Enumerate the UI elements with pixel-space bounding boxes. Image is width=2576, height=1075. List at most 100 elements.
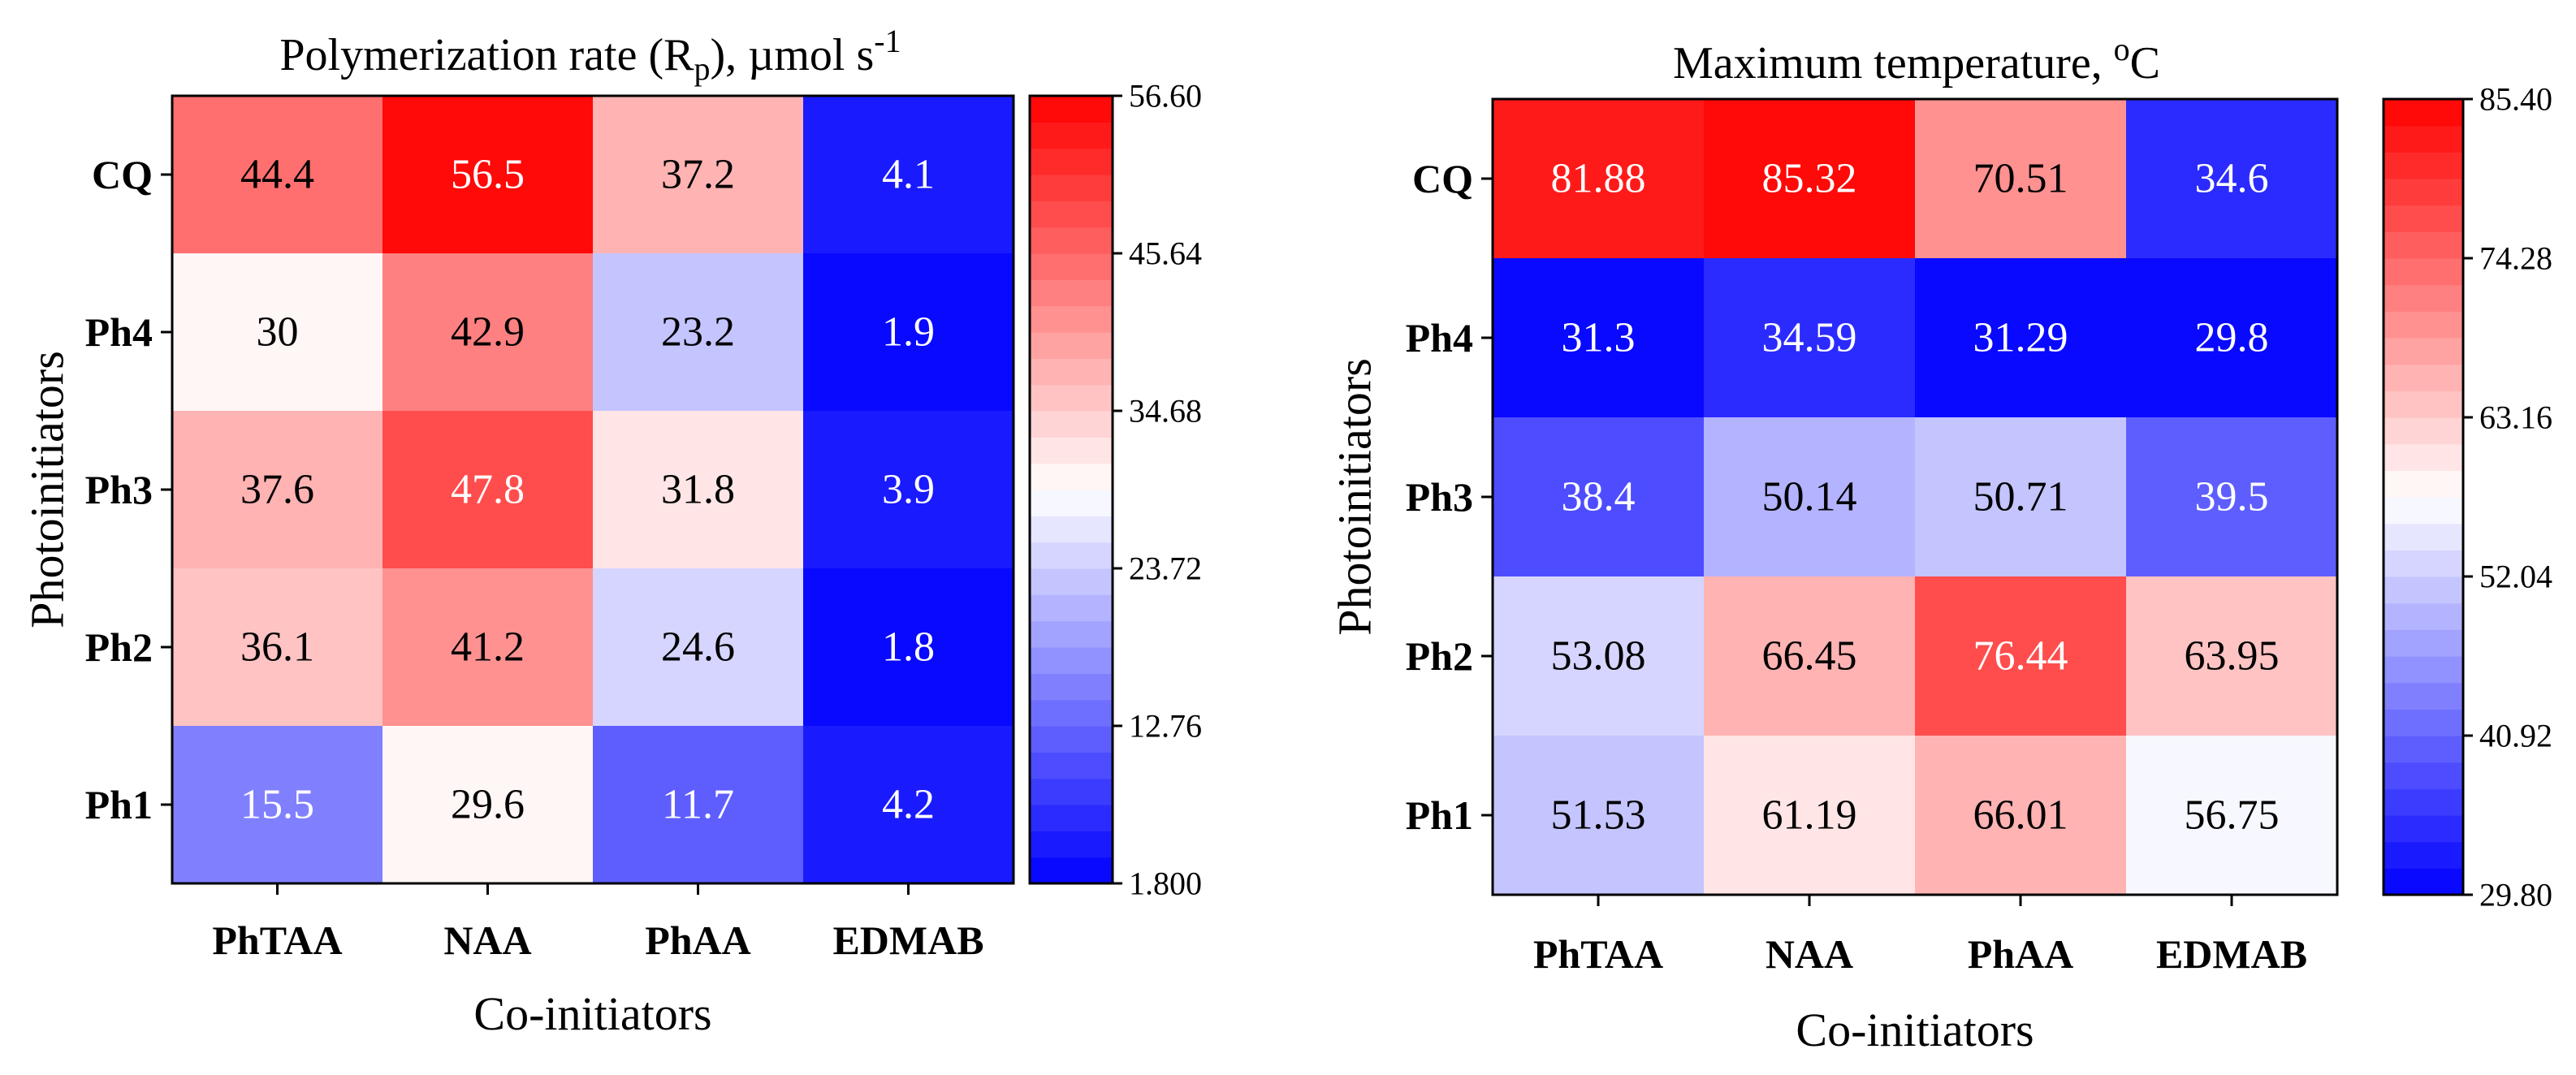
heatmap-maximum-temperature: 81.88 85.32 70.51 34.6 31.3 34.59 31.29 29.8 38.… — [1329, 31, 2553, 1056]
colorbar-segment — [1030, 305, 1113, 333]
colorbar-tick-label: 40.92 — [2479, 718, 2552, 754]
colorbar-segment — [2384, 125, 2463, 153]
heatmap-cell — [803, 411, 1014, 569]
cell-value-label: 44.4 — [240, 152, 314, 198]
cell-value-label: 61.19 — [1762, 792, 1857, 839]
heatmap-cell — [593, 411, 804, 569]
heatmap-cell — [593, 96, 804, 254]
heatmap-cell — [2126, 258, 2338, 418]
colorbar-segment — [2384, 258, 2463, 286]
heatmap-cell — [2126, 99, 2338, 259]
x-tick-label: EDMAB — [832, 917, 983, 963]
heatmap-cell — [1493, 258, 1705, 418]
cell-value-label: 56.75 — [2185, 792, 2280, 839]
heatmap-cell — [383, 96, 594, 254]
y-tick-label: Ph1 — [85, 782, 153, 827]
colorbar-segment — [1030, 516, 1113, 543]
cell-value-label: 39.5 — [2195, 474, 2269, 520]
x-tick-label: EDMAB — [2156, 931, 2307, 977]
colorbar-tick-label: 74.28 — [2479, 240, 2552, 277]
colorbar-segment — [1030, 568, 1113, 595]
cell-value-label: 30 — [257, 309, 299, 356]
cell-value-label: 29.6 — [451, 782, 525, 828]
colorbar-segment — [1030, 201, 1113, 228]
colorbar-segment — [1030, 227, 1113, 254]
chart-title: Polymerization rate (Rp), µmol s-1 — [279, 23, 901, 87]
y-tick-label: CQ — [1412, 156, 1473, 201]
heatmap-cell — [1493, 736, 1705, 896]
heatmap-cell — [172, 96, 383, 254]
cell-value-label: 24.6 — [661, 624, 735, 671]
cell-value-label: 4.2 — [882, 782, 935, 828]
y-tick-label: Ph3 — [85, 467, 153, 512]
colorbar-segment — [2384, 576, 2463, 604]
heatmap-cell — [1493, 576, 1705, 736]
colorbar-segment — [2384, 709, 2463, 736]
heatmap-cell — [1704, 258, 1916, 418]
colorbar-segment — [2384, 629, 2463, 657]
cell-value-label: 4.1 — [882, 152, 935, 198]
colorbar-segment — [1030, 594, 1113, 622]
cell-value-label: 1.9 — [882, 309, 935, 356]
colorbar-segment — [2384, 868, 2463, 896]
heatmap-cell — [2126, 576, 2338, 736]
y-tick-label: Ph4 — [85, 309, 153, 355]
heatmap-cell — [803, 253, 1014, 412]
cell-value-label: 63.95 — [2185, 633, 2280, 680]
heatmap-cell — [172, 568, 383, 727]
colorbar-segment — [2384, 338, 2463, 365]
colorbar-tick-label: 34.68 — [1129, 393, 1202, 430]
colorbar-segment — [1030, 620, 1113, 648]
colorbar-segment — [1030, 175, 1113, 201]
cell-value-label: 81.88 — [1551, 156, 1646, 202]
cell-value-label: 53.08 — [1551, 633, 1646, 680]
heatmap-cell — [172, 726, 383, 884]
colorbar-segment — [1030, 437, 1113, 464]
colorbar-tick-label: 1.800 — [1129, 866, 1202, 902]
heatmap-cell — [1704, 99, 1916, 259]
colorbar-segment — [2384, 99, 2463, 127]
y-tick-label: Ph4 — [1406, 315, 1473, 360]
cell-value-label: 3.9 — [882, 467, 935, 513]
colorbar-tick-label: 52.04 — [2479, 559, 2552, 595]
colorbar-segment — [2384, 788, 2463, 816]
colorbar-tick-label: 56.60 — [1129, 78, 1202, 114]
colorbar-segment — [1030, 699, 1113, 727]
colorbar-segment — [2384, 231, 2463, 259]
colorbar-segment — [2384, 550, 2463, 577]
y-tick-label: Ph3 — [1406, 474, 1473, 520]
colorbar-segment — [1030, 411, 1113, 438]
cell-value-label: 1.8 — [882, 624, 935, 671]
heatmap-cell — [1915, 99, 2127, 259]
cell-value-label: 50.14 — [1762, 474, 1857, 520]
colorbar-segment — [2384, 497, 2463, 525]
colorbar-frame — [2382, 97, 2465, 896]
cell-value-label: 42.9 — [451, 309, 525, 356]
cell-value-label: 34.59 — [1762, 315, 1857, 361]
x-tick-label: NAA — [443, 917, 531, 963]
cell-value-label: 47.8 — [451, 467, 525, 513]
cell-value-label: 66.01 — [1973, 792, 2068, 839]
colorbar-segment — [1030, 542, 1113, 569]
colorbar-segment — [2384, 364, 2463, 391]
heatmap-cell — [1915, 258, 2127, 418]
colorbar-segment — [1030, 96, 1113, 123]
heatmap-cell — [2126, 736, 2338, 896]
y-tick-label: Ph2 — [85, 624, 153, 670]
x-axis-label: Co-initiators — [473, 987, 711, 1040]
heatmap-cell — [1493, 417, 1705, 577]
colorbar-segment — [2384, 179, 2463, 206]
colorbar-segment — [1030, 279, 1113, 307]
colorbar-tick-label: 12.76 — [1129, 708, 1202, 745]
colorbar-segment — [2384, 682, 2463, 710]
heatmap-cell — [803, 96, 1014, 254]
cell-value-label: 31.29 — [1973, 315, 2068, 361]
x-axis-label: Co-initiators — [1796, 1004, 2034, 1056]
colorbar-segment — [1030, 332, 1113, 359]
x-tick-label: PhTAA — [1533, 931, 1663, 977]
colorbar-segment — [1030, 673, 1113, 701]
colorbar-frame — [1028, 94, 1114, 885]
colorbar-segment — [2384, 284, 2463, 312]
colorbar-segment — [2384, 205, 2463, 232]
y-tick-label: Ph2 — [1406, 633, 1473, 679]
